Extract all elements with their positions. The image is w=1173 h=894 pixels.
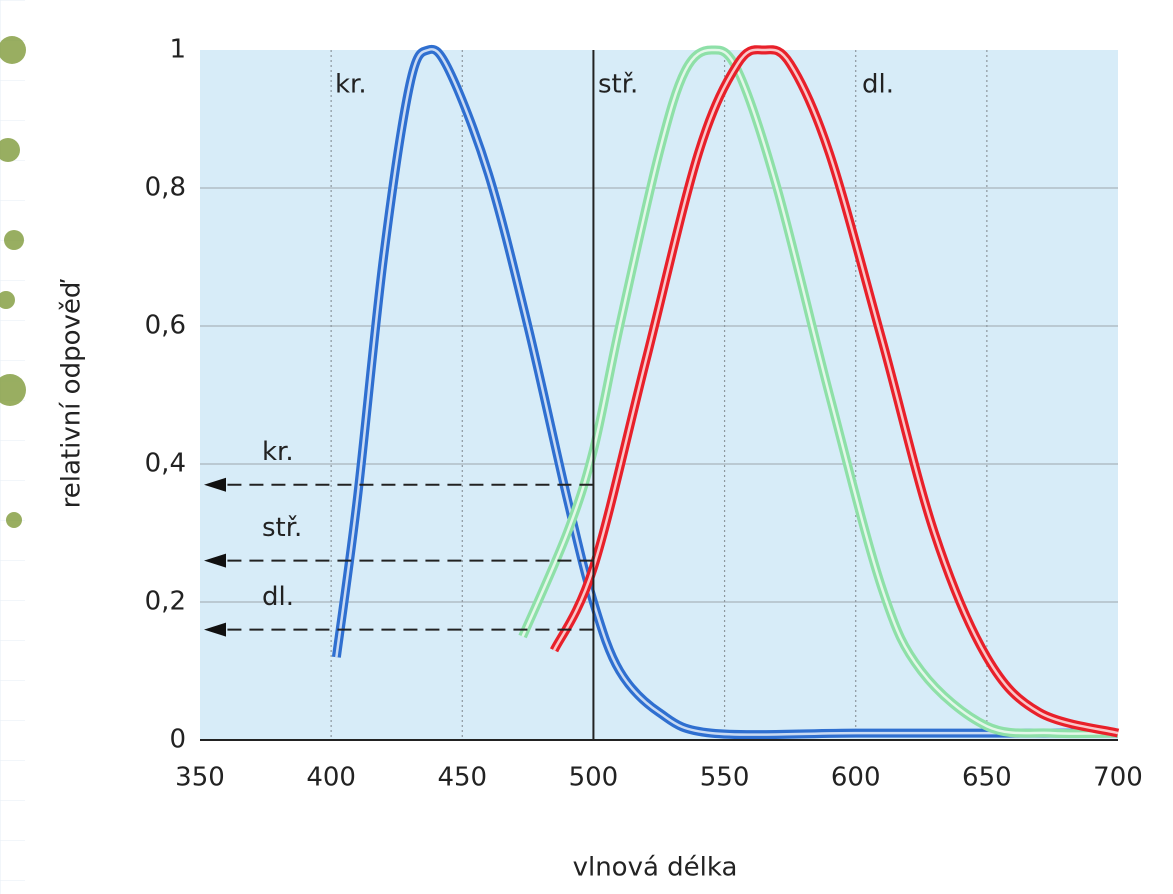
y-tick-label: 1 <box>169 35 186 65</box>
y-tick-label: 0,2 <box>145 587 186 617</box>
series-label: dl. <box>862 70 894 100</box>
arrow-head <box>204 622 226 637</box>
y-axis-label: relativní odpověď <box>57 278 87 508</box>
x-tick-label: 500 <box>569 763 619 793</box>
x-tick-label: 650 <box>962 763 1012 793</box>
line-highlight <box>521 48 1119 735</box>
line-highlight <box>552 48 1119 735</box>
x-tick-label: 350 <box>175 763 225 793</box>
x-tick-label: 600 <box>831 763 881 793</box>
arrow-head <box>204 477 226 492</box>
series-label: kr. <box>335 70 367 100</box>
annotation-label: kr. <box>262 437 294 467</box>
x-axis-label: vlnová délka <box>573 853 738 883</box>
y-tick-label: 0,4 <box>145 449 186 479</box>
y-tick-label: 0,6 <box>145 311 186 341</box>
x-tick-label: 400 <box>306 763 356 793</box>
series-label: stř. <box>598 70 638 100</box>
x-tick-label: 700 <box>1093 763 1143 793</box>
arrow-head <box>204 553 226 568</box>
line-highlight <box>335 48 1118 736</box>
y-tick-label: 0 <box>169 725 186 755</box>
y-tick-label: 0,8 <box>145 173 186 203</box>
annotation-label: dl. <box>262 582 294 612</box>
annotation-label: stř. <box>262 513 302 543</box>
x-tick-label: 550 <box>700 763 750 793</box>
decoration <box>0 36 26 528</box>
x-tick-label: 450 <box>437 763 487 793</box>
